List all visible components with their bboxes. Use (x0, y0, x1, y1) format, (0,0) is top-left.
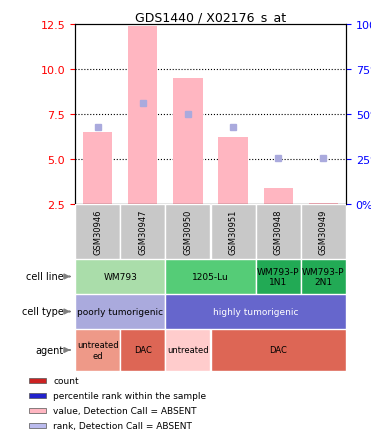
Text: GSM30947: GSM30947 (138, 209, 147, 255)
Bar (219, 138, 248, 204)
Text: value, Detection Call = ABSENT: value, Detection Call = ABSENT (53, 406, 197, 415)
Bar (75, 204, 120, 260)
Bar (301, 260, 346, 294)
Bar (29, 408, 46, 413)
Bar (29, 423, 46, 428)
Text: poorly tumorigenic: poorly tumorigenic (77, 307, 163, 316)
Bar (29, 393, 46, 398)
Text: untreated
ed: untreated ed (77, 341, 118, 360)
Bar (75, 329, 120, 371)
Title: GDS1440 / X02176_s_at: GDS1440 / X02176_s_at (135, 11, 286, 24)
Text: agent: agent (36, 345, 64, 355)
Text: 1205-Lu: 1205-Lu (192, 273, 229, 281)
Bar (83, 133, 112, 204)
Bar (165, 329, 210, 371)
Text: rank, Detection Call = ABSENT: rank, Detection Call = ABSENT (53, 421, 192, 430)
Bar (256, 260, 301, 294)
Bar (120, 329, 165, 371)
Text: DAC: DAC (134, 346, 152, 355)
Text: GSM30950: GSM30950 (183, 209, 193, 255)
Bar (263, 188, 293, 204)
Bar (210, 204, 256, 260)
Text: GSM30946: GSM30946 (93, 209, 102, 255)
Text: GSM30948: GSM30948 (274, 209, 283, 255)
Bar (165, 204, 210, 260)
Text: WM793: WM793 (103, 273, 137, 281)
Text: cell line: cell line (26, 272, 64, 282)
Text: cell type: cell type (22, 307, 64, 317)
Bar (128, 27, 157, 204)
Text: highly tumorigenic: highly tumorigenic (213, 307, 298, 316)
Text: count: count (53, 376, 79, 385)
Text: DAC: DAC (269, 346, 287, 355)
Text: GSM30951: GSM30951 (229, 209, 237, 255)
Bar (75, 294, 165, 329)
Text: WM793-P
1N1: WM793-P 1N1 (257, 267, 299, 286)
Bar (120, 204, 165, 260)
Bar (165, 260, 256, 294)
Text: WM793-P
2N1: WM793-P 2N1 (302, 267, 345, 286)
Bar (29, 378, 46, 383)
Text: GSM30949: GSM30949 (319, 209, 328, 255)
Bar (173, 79, 203, 204)
Bar (75, 260, 165, 294)
Bar (256, 204, 301, 260)
Bar (301, 204, 346, 260)
Text: untreated: untreated (167, 346, 209, 355)
Bar (210, 329, 346, 371)
Text: percentile rank within the sample: percentile rank within the sample (53, 391, 206, 400)
Bar (165, 294, 346, 329)
